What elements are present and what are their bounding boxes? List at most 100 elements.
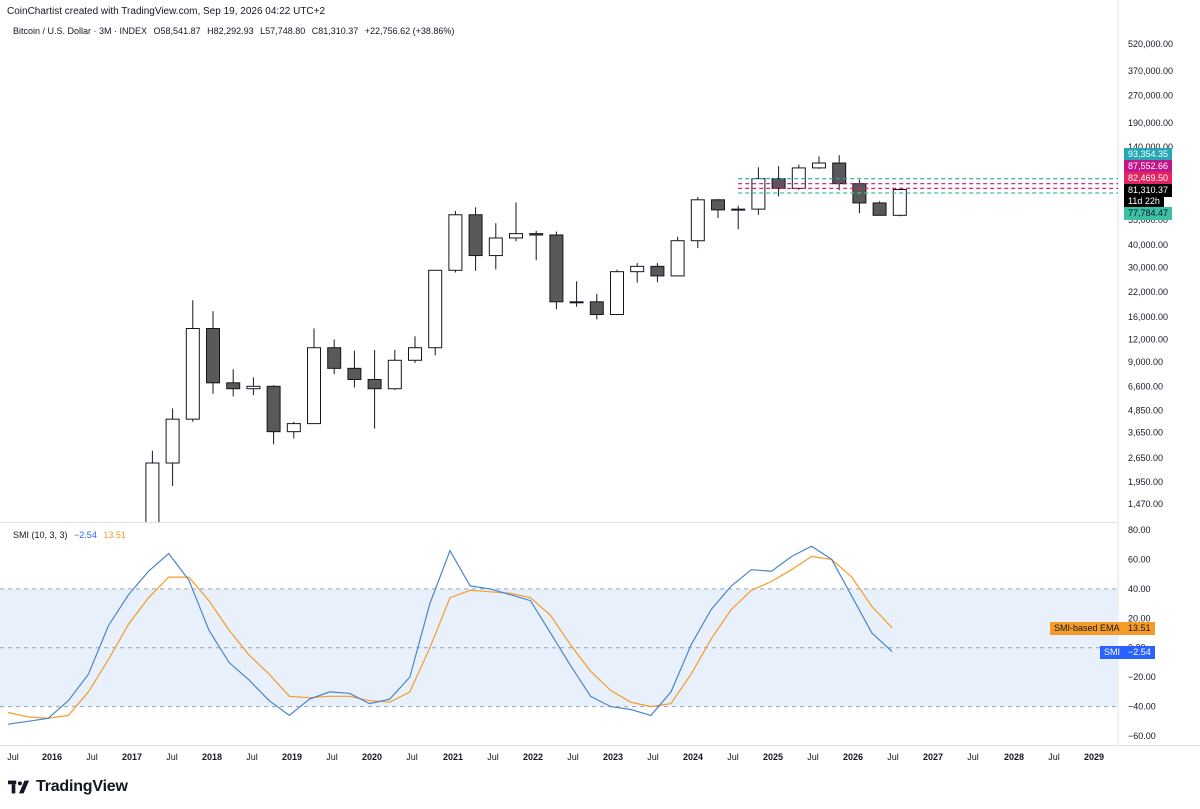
candle bbox=[731, 205, 746, 230]
chart-credit: CoinChartist created with TradingView.co… bbox=[7, 6, 326, 17]
smi-axis-value: −2.54 bbox=[1124, 646, 1155, 659]
candle bbox=[408, 336, 422, 363]
candle bbox=[872, 201, 887, 216]
time-tick-label: 2018 bbox=[202, 752, 222, 762]
tradingview-wordmark: TradingView bbox=[36, 778, 128, 795]
smi-legend[interactable]: SMI (10, 3, 3) −2.54 13.51 bbox=[13, 530, 130, 540]
smi-tick-label: 60.00 bbox=[1128, 554, 1151, 564]
candle-body-up bbox=[165, 418, 180, 464]
ohlc-low: L57,748.80 bbox=[260, 26, 306, 36]
candle-body-down bbox=[711, 199, 725, 211]
time-axis: Jul 2016 Jul 2017 Jul 2018 Jul 2019 Jul 2020 Jul 20… bbox=[7, 752, 1104, 762]
time-tick-label: 2019 bbox=[282, 752, 302, 762]
candle bbox=[286, 421, 301, 439]
symbol-title[interactable]: Bitcoin / U.S. Dollar · 3M · INDEX bbox=[13, 26, 148, 36]
time-tick-label: 2027 bbox=[923, 752, 943, 762]
time-tick-label: Jul bbox=[7, 752, 19, 762]
time-tick-label: 2029 bbox=[1084, 752, 1104, 762]
candle bbox=[468, 207, 483, 271]
candle bbox=[226, 369, 241, 397]
time-tick-label: Jul bbox=[727, 752, 739, 762]
smi-tick-label: 80.00 bbox=[1128, 525, 1151, 535]
smi-legend-title: SMI (10, 3, 3) bbox=[13, 530, 68, 540]
candle-body-down bbox=[771, 178, 786, 189]
price-tick-label: 2,650.00 bbox=[1128, 453, 1163, 463]
ohlc-high: H82,292.93 bbox=[207, 26, 254, 36]
price-tick-label: 9,000.00 bbox=[1128, 357, 1163, 367]
price-tick-label: 40,000.00 bbox=[1128, 240, 1168, 250]
price-tick-label: 370,000.00 bbox=[1128, 66, 1173, 76]
last-price-label: 81,310.37 bbox=[1124, 184, 1173, 197]
chart-canvas[interactable]: 1,470.00 1,950.00 2,650.00 3,650.00 4,850.00… bbox=[0, 0, 1200, 770]
smi-tick-label: 40.00 bbox=[1128, 584, 1151, 594]
time-tick-label: 2026 bbox=[843, 752, 863, 762]
candle bbox=[610, 269, 624, 315]
time-tick-label: 2024 bbox=[683, 752, 703, 762]
candle bbox=[569, 281, 584, 307]
candle bbox=[106, 553, 119, 576]
candle bbox=[206, 311, 220, 394]
time-tick-label: Jul bbox=[166, 752, 178, 762]
ohlc-close: C81,310.37 bbox=[311, 26, 359, 36]
candle bbox=[347, 350, 362, 388]
smi-axis-name: SMI bbox=[1100, 646, 1125, 659]
candle-body-down bbox=[266, 385, 281, 433]
tradingview-logo-icon bbox=[8, 780, 30, 794]
candle-body-up bbox=[246, 385, 261, 390]
candle bbox=[690, 197, 705, 249]
smi-ema-axis-name: SMI-based EMA bbox=[1050, 622, 1124, 635]
candle-body-up bbox=[408, 347, 422, 361]
smi-ema-line bbox=[7, 555, 893, 719]
time-tick-label: Jul bbox=[647, 752, 659, 762]
smi-tick-label: −20.00 bbox=[1128, 672, 1156, 682]
bar-countdown-label: 11d 22h bbox=[1124, 195, 1164, 208]
smi-tick-label: −60.00 bbox=[1128, 731, 1156, 741]
ohlc-change: +22,756.62 (+38.86%) bbox=[364, 26, 455, 36]
price-tick-label: 520,000.00 bbox=[1128, 39, 1173, 49]
candle bbox=[630, 263, 645, 283]
candle-body-down bbox=[206, 328, 220, 384]
candle bbox=[832, 155, 847, 191]
tradingview-logo[interactable]: TradingView bbox=[8, 778, 128, 796]
candle bbox=[791, 164, 806, 190]
candle-body-up bbox=[630, 265, 645, 273]
candle-body-up bbox=[286, 423, 301, 433]
smi-tick-label: 20.00 bbox=[1128, 613, 1151, 623]
candle bbox=[589, 293, 604, 320]
candle bbox=[771, 166, 786, 197]
smi-tick-label: −40.00 bbox=[1128, 702, 1156, 712]
candle bbox=[246, 377, 261, 396]
price-tick-label: 6,600.00 bbox=[1128, 381, 1163, 391]
candle-body-down bbox=[468, 214, 483, 257]
candle bbox=[307, 328, 321, 425]
price-tick-label: 16,000.00 bbox=[1128, 312, 1168, 322]
candle bbox=[812, 156, 826, 169]
price-label-magenta: 87,552.66 bbox=[1124, 160, 1173, 173]
time-tick-label: Jul bbox=[567, 752, 579, 762]
candle bbox=[549, 231, 564, 310]
candle-body-down bbox=[832, 162, 847, 185]
candle-body-up bbox=[307, 347, 321, 425]
candle bbox=[488, 223, 503, 270]
time-tick-label: 2028 bbox=[1004, 752, 1024, 762]
time-tick-label: Jul bbox=[246, 752, 258, 762]
price-tick-label: 30,000.00 bbox=[1128, 263, 1168, 273]
candle-body-down bbox=[650, 265, 665, 277]
candle-body-up bbox=[690, 199, 705, 242]
candle-body-up bbox=[428, 269, 443, 349]
candle bbox=[852, 179, 867, 214]
candle-body-up bbox=[106, 557, 119, 573]
candle bbox=[165, 408, 180, 486]
smi-ema-axis-value: 13.51 bbox=[1124, 622, 1155, 635]
candle-body-down bbox=[549, 234, 564, 303]
candle bbox=[266, 385, 281, 445]
candle bbox=[670, 236, 685, 277]
candle bbox=[428, 269, 443, 356]
time-tick-label: 2021 bbox=[443, 752, 463, 762]
candle-body-down bbox=[347, 367, 362, 380]
candles bbox=[106, 155, 907, 576]
candle-body-up bbox=[670, 240, 685, 277]
ohlc-open: O58,541.87 bbox=[153, 26, 201, 36]
price-tick-label: 22,000.00 bbox=[1128, 287, 1168, 297]
price-label-pink: 82,469.50 bbox=[1124, 172, 1173, 185]
